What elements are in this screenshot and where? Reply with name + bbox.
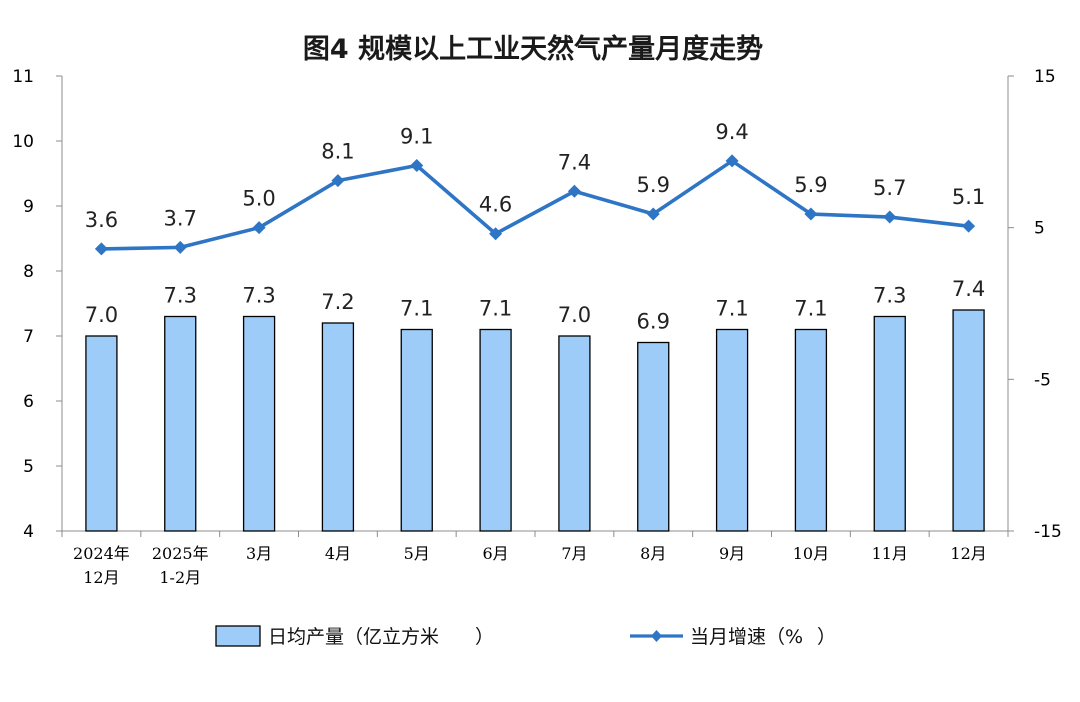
bar-data-labels: 7.0 7.3 7.3 7.2 7.1 7.1 7.0 6.9 7.1 7.1 7.3 7.4	[85, 277, 986, 334]
line-series	[94, 154, 976, 256]
legend: 日均产量（亿立方米 ） 当月增速（% ）	[215, 625, 836, 648]
x-tick-label: 12月	[83, 568, 119, 587]
line-point-marker	[173, 240, 187, 254]
line-point-marker	[94, 242, 108, 256]
line-point-marker	[567, 184, 581, 198]
x-tick-label: 2025年	[152, 544, 209, 563]
right-tick-label: 15	[1034, 67, 1056, 87]
bar	[637, 341, 670, 532]
line-value-label: 4.6	[479, 193, 512, 217]
line-point-marker	[489, 227, 503, 241]
line-point-marker	[804, 207, 818, 221]
line-value-label: 9.4	[715, 120, 748, 144]
line-value-label: 7.4	[558, 150, 591, 174]
bar	[400, 328, 433, 532]
x-tick-label: 10月	[793, 544, 829, 563]
legend-line-label: 当月增速（%	[690, 626, 803, 648]
bar	[952, 309, 985, 532]
line-point-marker	[883, 210, 897, 224]
legend-line-marker-icon	[651, 630, 662, 642]
left-tick-label: 4	[23, 522, 34, 542]
line-point-marker	[646, 207, 660, 221]
left-tick-label: 8	[23, 262, 34, 282]
bar-value-label: 7.3	[242, 284, 275, 308]
line-point-marker	[331, 174, 345, 188]
x-tick-label: 9月	[719, 544, 745, 563]
bar-value-label: 7.0	[558, 303, 591, 327]
legend-line-label-close-paren: ）	[817, 626, 836, 648]
legend-bar-label-close-paren: ）	[475, 626, 494, 648]
line-value-label: 5.9	[637, 173, 670, 197]
bar	[85, 335, 118, 532]
bar-value-label: 7.3	[873, 284, 906, 308]
line-value-label: 3.6	[85, 208, 118, 232]
x-axis: 2024年 12月 2025年 1-2月 3月 4月 5月 6月 7月 8月 9月 10月 11月 12月	[61, 530, 1009, 587]
left-tick-label: 10	[12, 132, 34, 152]
x-tick-label: 1-2月	[159, 568, 201, 587]
bar	[242, 315, 276, 532]
left-tick-label: 5	[23, 457, 34, 477]
bar	[321, 322, 355, 532]
chart-title: 图4 规模以上工业天然气产量月度走势	[303, 33, 763, 65]
x-tick-label: 2024年	[73, 544, 130, 563]
right-y-axis: -15 -5 5 15	[1007, 67, 1062, 542]
bar-value-label: 7.0	[85, 303, 118, 327]
bar-series	[85, 309, 985, 532]
left-tick-label: 11	[12, 67, 34, 87]
bar-value-label: 7.1	[794, 297, 827, 321]
bar-value-label: 6.9	[637, 310, 670, 334]
x-tick-label: 7月	[561, 544, 587, 563]
x-tick-label: 12月	[950, 544, 986, 563]
legend-bar-label: 日均产量（亿立方米	[268, 626, 439, 648]
x-tick-label: 4月	[325, 544, 351, 563]
bar-value-label: 7.4	[952, 277, 985, 301]
x-tick-label: 6月	[482, 544, 508, 563]
bar-value-label: 7.1	[479, 297, 512, 321]
right-tick-label: -5	[1034, 370, 1051, 390]
left-tick-label: 9	[23, 197, 34, 217]
line-value-label: 8.1	[321, 140, 354, 164]
bar	[715, 328, 749, 532]
right-tick-label: 5	[1034, 219, 1045, 239]
line-value-label: 9.1	[400, 124, 433, 148]
bar	[164, 315, 197, 532]
x-tick-label: 3月	[246, 544, 272, 563]
x-tick-label: 8月	[640, 544, 666, 563]
bar	[558, 335, 591, 532]
line-data-labels: 3.6 3.7 5.0 8.1 9.1 4.6 7.4 5.9 9.4 5.9 5.7 5.1	[85, 120, 986, 232]
x-tick-label: 5月	[404, 544, 430, 563]
right-tick-label: -15	[1034, 522, 1062, 542]
line-value-label: 5.9	[794, 173, 827, 197]
line-point-marker	[962, 219, 976, 233]
line-point-marker	[725, 154, 739, 168]
left-tick-label: 7	[23, 327, 34, 347]
bar-value-label: 7.1	[715, 297, 748, 321]
x-tick-label: 11月	[872, 544, 908, 563]
line-value-label: 3.7	[164, 206, 197, 230]
legend-bar-swatch	[215, 625, 261, 647]
bar-value-label: 7.2	[321, 290, 354, 314]
line-value-label: 5.0	[242, 187, 275, 211]
bar-value-label: 7.3	[164, 284, 197, 308]
left-tick-label: 6	[23, 392, 34, 412]
bar	[479, 328, 512, 532]
line-value-label: 5.1	[952, 185, 985, 209]
line-path	[101, 159, 969, 251]
bar	[794, 328, 828, 532]
line-value-label: 5.7	[873, 176, 906, 200]
line-point-marker	[410, 158, 424, 172]
line-point-marker	[252, 221, 266, 235]
bar-value-label: 7.1	[400, 297, 433, 321]
bar	[873, 315, 906, 532]
left-y-axis: 4 5 6 7 8 9 10 11	[12, 67, 63, 542]
